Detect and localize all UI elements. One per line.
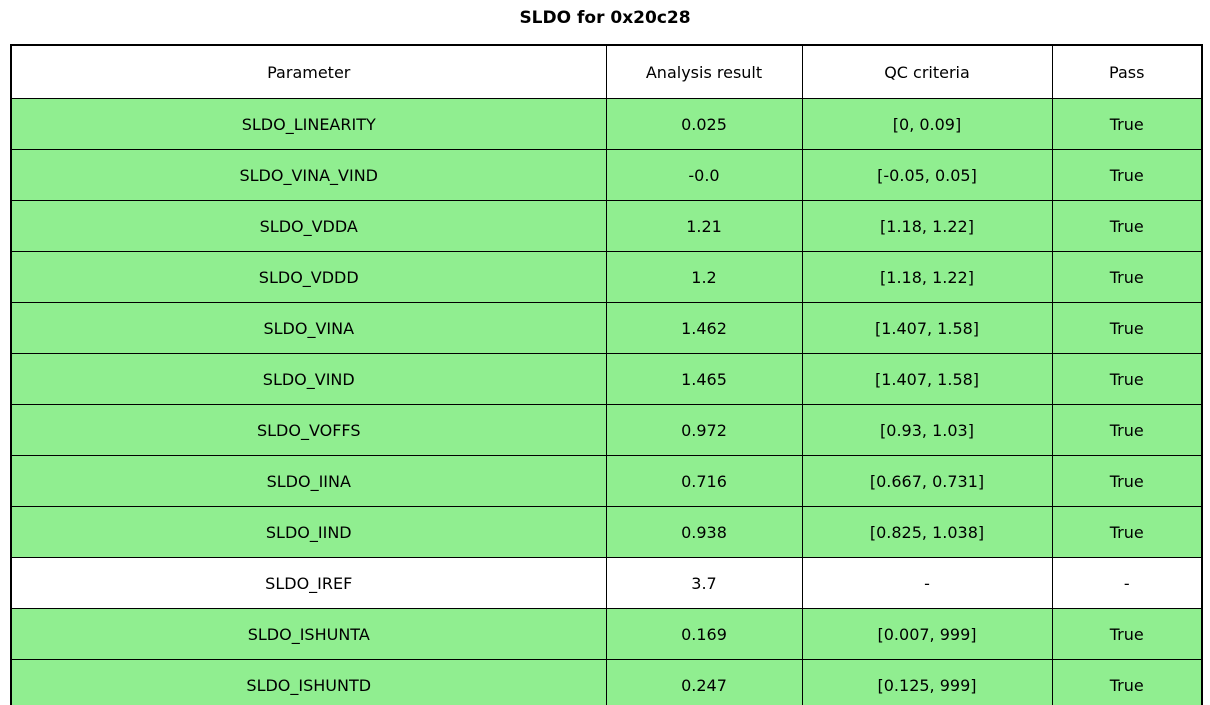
cell-qc-criteria: [0.125, 999] <box>801 659 1053 705</box>
cell-parameter: SLDO_ISHUNTA <box>10 608 607 660</box>
cell-pass: True <box>1051 455 1203 507</box>
cell-analysis-result: -0.0 <box>605 149 803 201</box>
cell-qc-criteria: [-0.05, 0.05] <box>801 149 1053 201</box>
cell-parameter: SLDO_VINA <box>10 302 607 354</box>
cell-qc-criteria: [1.407, 1.58] <box>801 353 1053 405</box>
cell-analysis-result: 0.247 <box>605 659 803 705</box>
cell-qc-criteria: [0.667, 0.731] <box>801 455 1053 507</box>
cell-parameter: SLDO_VINA_VIND <box>10 149 607 201</box>
cell-pass: True <box>1051 98 1203 150</box>
cell-parameter: SLDO_LINEARITY <box>10 98 607 150</box>
cell-qc-criteria: [1.18, 1.22] <box>801 200 1053 252</box>
cell-parameter: SLDO_IIND <box>10 506 607 558</box>
cell-qc-criteria: [0.93, 1.03] <box>801 404 1053 456</box>
table-header-row: Parameter Analysis result QC criteria Pa… <box>10 44 1203 99</box>
cell-parameter: SLDO_VIND <box>10 353 607 405</box>
table-row: SLDO_VINA 1.462 [1.407, 1.58] True <box>10 302 1203 354</box>
column-header-parameter: Parameter <box>10 44 607 99</box>
cell-parameter: SLDO_VDDA <box>10 200 607 252</box>
cell-analysis-result: 1.465 <box>605 353 803 405</box>
cell-pass: True <box>1051 200 1203 252</box>
cell-parameter: SLDO_VDDD <box>10 251 607 303</box>
table-row: SLDO_LINEARITY 0.025 [0, 0.09] True <box>10 98 1203 150</box>
table-row: SLDO_VDDA 1.21 [1.18, 1.22] True <box>10 200 1203 252</box>
table-row: SLDO_VDDD 1.2 [1.18, 1.22] True <box>10 251 1203 303</box>
cell-parameter: SLDO_VOFFS <box>10 404 607 456</box>
cell-qc-criteria: [0.007, 999] <box>801 608 1053 660</box>
cell-qc-criteria: [0, 0.09] <box>801 98 1053 150</box>
cell-analysis-result: 0.716 <box>605 455 803 507</box>
cell-pass: True <box>1051 506 1203 558</box>
table-row: SLDO_IREF 3.7 - - <box>10 557 1203 609</box>
cell-pass: True <box>1051 302 1203 354</box>
table-row: SLDO_VIND 1.465 [1.407, 1.58] True <box>10 353 1203 405</box>
table-row: SLDO_IIND 0.938 [0.825, 1.038] True <box>10 506 1203 558</box>
cell-pass: True <box>1051 149 1203 201</box>
cell-analysis-result: 0.938 <box>605 506 803 558</box>
table-row: SLDO_VINA_VIND -0.0 [-0.05, 0.05] True <box>10 149 1203 201</box>
cell-qc-criteria: [1.18, 1.22] <box>801 251 1053 303</box>
page-title: SLDO for 0x20c28 <box>519 8 691 28</box>
cell-pass: True <box>1051 251 1203 303</box>
cell-analysis-result: 0.025 <box>605 98 803 150</box>
cell-parameter: SLDO_IREF <box>10 557 607 609</box>
cell-analysis-result: 1.21 <box>605 200 803 252</box>
cell-parameter: SLDO_IINA <box>10 455 607 507</box>
cell-qc-criteria: - <box>801 557 1053 609</box>
cell-pass: True <box>1051 353 1203 405</box>
qc-results-table: Parameter Analysis result QC criteria Pa… <box>10 44 1203 705</box>
column-header-analysis-result: Analysis result <box>605 44 803 99</box>
table-row: SLDO_ISHUNTA 0.169 [0.007, 999] True <box>10 608 1203 660</box>
cell-parameter: SLDO_ISHUNTD <box>10 659 607 705</box>
cell-pass: True <box>1051 404 1203 456</box>
cell-pass: True <box>1051 608 1203 660</box>
column-header-qc-criteria: QC criteria <box>801 44 1053 99</box>
cell-qc-criteria: [1.407, 1.58] <box>801 302 1053 354</box>
cell-qc-criteria: [0.825, 1.038] <box>801 506 1053 558</box>
cell-analysis-result: 1.2 <box>605 251 803 303</box>
cell-analysis-result: 0.972 <box>605 404 803 456</box>
table-row: SLDO_ISHUNTD 0.247 [0.125, 999] True <box>10 659 1203 705</box>
column-header-pass: Pass <box>1051 44 1203 99</box>
cell-analysis-result: 3.7 <box>605 557 803 609</box>
cell-analysis-result: 0.169 <box>605 608 803 660</box>
cell-pass: - <box>1051 557 1203 609</box>
cell-analysis-result: 1.462 <box>605 302 803 354</box>
table-row: SLDO_IINA 0.716 [0.667, 0.731] True <box>10 455 1203 507</box>
table-row: SLDO_VOFFS 0.972 [0.93, 1.03] True <box>10 404 1203 456</box>
cell-pass: True <box>1051 659 1203 705</box>
